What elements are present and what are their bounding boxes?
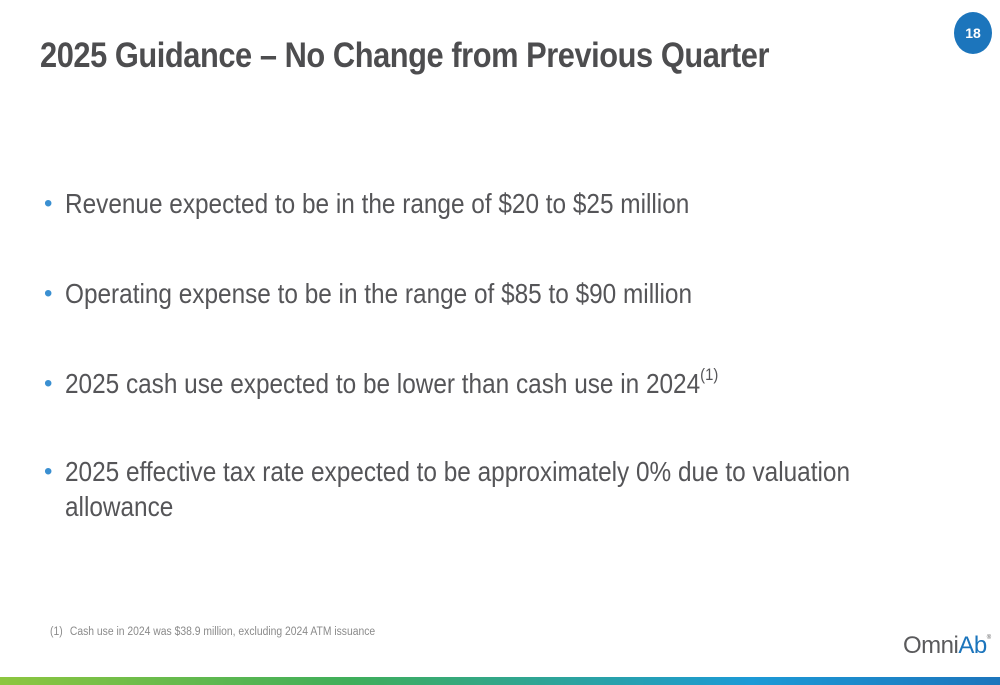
bullet-marker: •	[44, 190, 53, 217]
bullet-item-operating-expense: • Operating expense to be in the range o…	[44, 276, 944, 311]
bullet-item-revenue: • Revenue expected to be in the range of…	[44, 186, 944, 221]
bullet-marker: •	[44, 370, 53, 397]
footnote-marker: (1)	[50, 626, 63, 638]
bullet-text: Revenue expected to be in the range of $…	[65, 188, 690, 219]
page-number: 18	[965, 25, 981, 41]
footnote-text: Cash use in 2024 was $38.9 million, excl…	[69, 626, 376, 638]
bullet-marker: •	[44, 458, 53, 485]
footnote-reference: (1)	[700, 365, 719, 384]
omniab-logo: OmniAb®	[903, 632, 991, 659]
bullet-text: Operating expense to be in the range of …	[65, 278, 693, 309]
footnote: (1) Cash use in 2024 was $38.9 million, e…	[50, 626, 375, 638]
bullet-marker: •	[44, 280, 53, 307]
bullet-text: 2025 effective tax rate expected to be a…	[65, 456, 850, 522]
bullet-item-tax-rate: • 2025 effective tax rate expected to be…	[44, 454, 944, 524]
bullet-text: 2025 cash use expected to be lower than …	[65, 365, 719, 399]
bottom-gradient-bar	[0, 677, 1000, 685]
page-title: 2025 Guidance – No Change from Previous …	[40, 36, 770, 75]
bullet-item-cash-use: • 2025 cash use expected to be lower tha…	[44, 366, 944, 401]
page-number-badge: 18	[954, 12, 992, 54]
